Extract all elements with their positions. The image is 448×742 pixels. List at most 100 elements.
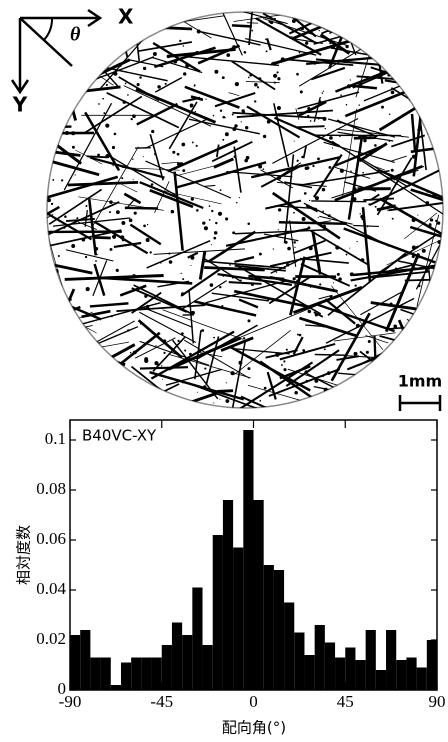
speck: [356, 324, 360, 328]
speck: [315, 196, 319, 200]
speck: [441, 333, 444, 336]
speck: [243, 337, 245, 339]
speck: [426, 190, 429, 193]
speck: [105, 154, 109, 158]
bar: [141, 658, 151, 691]
speck: [232, 295, 234, 297]
fiber: [407, 319, 431, 332]
y-direction-label: Y: [12, 93, 28, 117]
speck: [155, 345, 156, 346]
speck: [226, 53, 230, 57]
fiber: [140, 367, 188, 368]
speck: [93, 379, 95, 381]
speck: [201, 11, 205, 15]
speck: [76, 217, 78, 219]
speck: [211, 244, 212, 245]
speck: [161, 365, 162, 366]
speck: [355, 285, 357, 287]
speck: [71, 244, 75, 248]
speck: [346, 254, 348, 256]
speck: [156, 363, 159, 366]
speck: [218, 212, 222, 216]
speck: [112, 165, 113, 166]
speck: [305, 380, 308, 383]
speck: [296, 73, 299, 76]
speck: [97, 60, 100, 63]
speck: [389, 141, 390, 142]
speck: [75, 174, 76, 175]
speck: [365, 407, 368, 410]
fiber: [417, 308, 432, 309]
speck: [63, 227, 65, 229]
fiber: [55, 298, 62, 307]
speck: [116, 210, 120, 214]
speck: [294, 284, 296, 286]
speck: [358, 104, 359, 105]
fiber: [340, 387, 368, 399]
speck: [125, 36, 128, 39]
speck: [257, 111, 258, 112]
speck: [127, 329, 129, 331]
fiber: [296, 126, 324, 127]
speck: [307, 226, 310, 229]
speck: [370, 408, 372, 410]
fiber: [416, 339, 434, 340]
speck: [197, 30, 201, 34]
speck: [110, 248, 113, 251]
speck: [102, 98, 104, 100]
speck: [120, 65, 122, 67]
speck: [222, 139, 224, 141]
speck: [391, 91, 395, 95]
speck: [105, 124, 109, 128]
speck: [225, 217, 228, 220]
speck: [232, 277, 234, 279]
speck: [110, 368, 111, 369]
speck: [266, 50, 268, 52]
speck: [216, 408, 217, 409]
speck: [182, 169, 185, 172]
speck: [322, 188, 326, 192]
speck: [121, 221, 125, 225]
speck: [202, 221, 205, 224]
speck: [391, 374, 393, 376]
speck: [133, 179, 134, 180]
speck: [322, 325, 325, 328]
speck: [364, 406, 366, 408]
x-tick-label: 90: [429, 692, 446, 711]
speck: [167, 54, 171, 58]
speck: [121, 394, 124, 397]
speck: [63, 349, 66, 352]
speck: [278, 208, 281, 211]
speck: [305, 41, 308, 44]
scale-bar: [400, 395, 440, 411]
speck: [299, 15, 300, 16]
speck: [395, 267, 398, 270]
speck: [283, 360, 285, 362]
speck: [62, 38, 66, 42]
bar: [417, 668, 427, 691]
fiber: [88, 48, 109, 55]
speck: [293, 241, 295, 243]
speck: [184, 349, 186, 351]
speck: [425, 201, 429, 205]
bar: [315, 625, 325, 690]
figure: X Y θ 1mm 00.020.040.060.080.1-90-450459…: [0, 0, 448, 742]
speck: [418, 257, 420, 259]
speck: [347, 386, 350, 389]
speck: [220, 189, 222, 191]
speck: [105, 57, 107, 59]
speck: [293, 212, 295, 214]
speck: [114, 133, 117, 136]
speck: [84, 75, 88, 79]
speck: [196, 145, 198, 147]
speck: [54, 24, 56, 26]
speck: [324, 348, 326, 350]
speck: [402, 369, 403, 370]
speck: [53, 374, 57, 378]
y-tick-label: 0.06: [36, 529, 66, 548]
speck: [211, 210, 213, 212]
speck: [112, 235, 116, 239]
speck: [239, 197, 240, 198]
speck: [432, 342, 436, 346]
speck: [329, 42, 331, 44]
